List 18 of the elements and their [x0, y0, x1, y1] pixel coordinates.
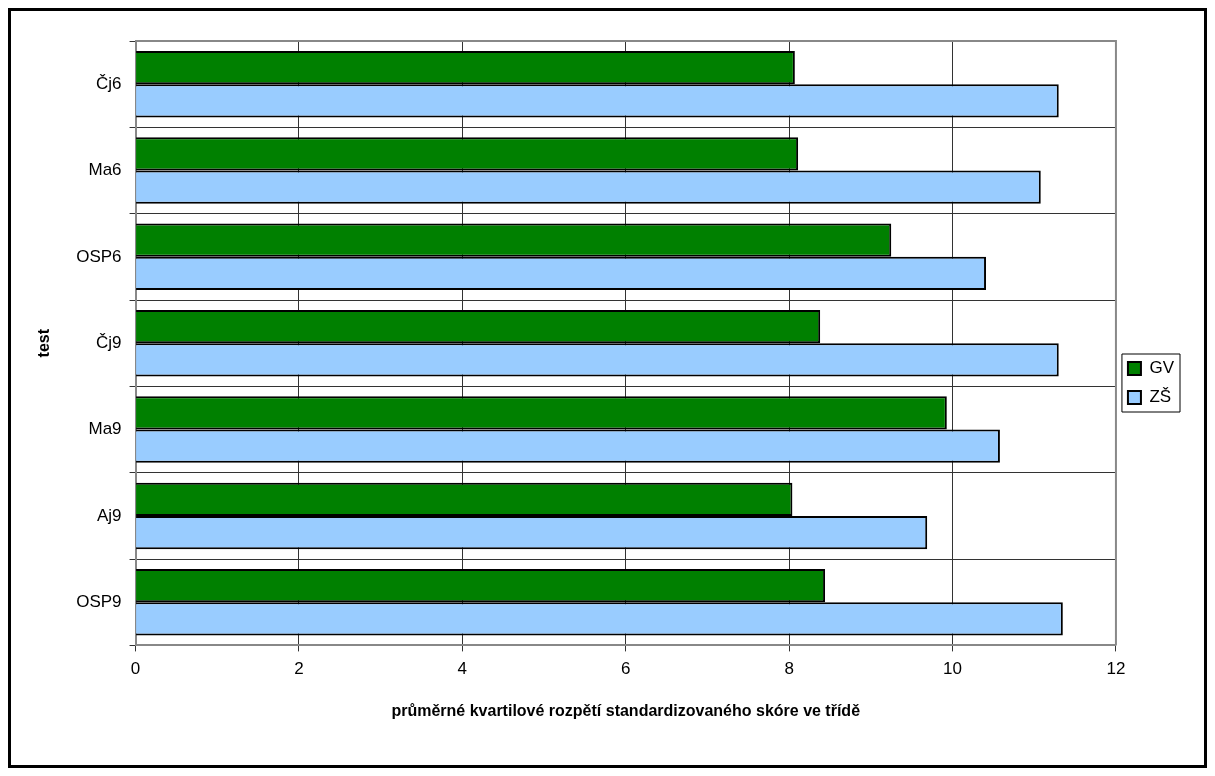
y-tick-label: Čj6: [96, 73, 122, 93]
x-tick-label: 0: [130, 659, 141, 679]
x-axis-title: průměrné kvartilové rozpětí standardizovaného skóre ve třídě: [391, 701, 861, 719]
y-tick-label: Ma6: [88, 160, 122, 180]
x-tick-label: 10: [943, 659, 962, 679]
x-tick-label: 6: [621, 659, 631, 679]
legend-label: GV: [1149, 358, 1175, 378]
y-tick-label: Ma9: [88, 419, 122, 439]
y-tick-label: Čj9: [96, 332, 122, 352]
y-axis-title: test: [35, 328, 53, 358]
legend-label: ZŠ: [1149, 387, 1172, 407]
x-tick-label: 12: [1106, 659, 1126, 679]
y-tick-label: Aj9: [96, 505, 122, 525]
y-tick-label: OSP9: [76, 591, 122, 611]
x-tick-label: 4: [457, 659, 468, 679]
y-tick-label: OSP6: [76, 246, 122, 266]
x-tick-label: 2: [294, 659, 304, 679]
x-tick-label: 8: [784, 659, 794, 679]
